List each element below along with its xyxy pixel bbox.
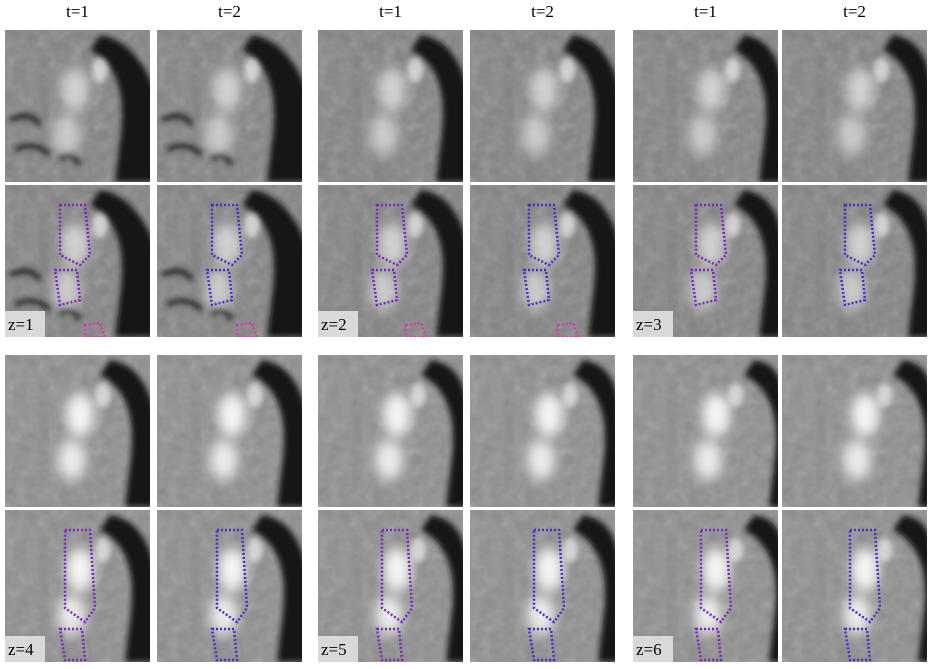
image-panel [5, 355, 155, 507]
image-panel [157, 30, 307, 182]
column-header: t=1 [379, 2, 402, 21]
image-panel [318, 30, 468, 182]
slice-label: z=3 [636, 315, 662, 334]
image-panel [157, 355, 307, 507]
image-panel [633, 30, 783, 182]
image-panel [157, 510, 307, 662]
column-header: t=2 [218, 2, 241, 21]
image-panel [782, 30, 930, 182]
figure: t=1 t=2 t=1 t=2 t=1 t=2 z=1 z=2 z=3 z=4 z=5 z=6 [0, 0, 930, 669]
image-panel [633, 355, 784, 507]
column-header: t=1 [694, 2, 717, 21]
image-panel [470, 355, 620, 507]
image-panel [782, 355, 930, 507]
column-header: t=1 [66, 2, 89, 21]
image-panel [318, 355, 468, 507]
slice-label: z=1 [8, 315, 34, 334]
image-panel [157, 185, 307, 337]
slice-label: z=6 [636, 640, 662, 659]
image-panel [782, 185, 930, 337]
slice-label: z=2 [321, 315, 347, 334]
column-header: t=2 [843, 2, 866, 21]
image-panel [782, 510, 930, 662]
image-panel [5, 30, 155, 182]
slice-label: z=5 [321, 640, 347, 659]
image-panel [470, 510, 620, 662]
column-header: t=2 [531, 2, 554, 21]
image-panel [470, 30, 620, 182]
image-panel [470, 185, 620, 337]
slice-label: z=4 [8, 640, 34, 659]
